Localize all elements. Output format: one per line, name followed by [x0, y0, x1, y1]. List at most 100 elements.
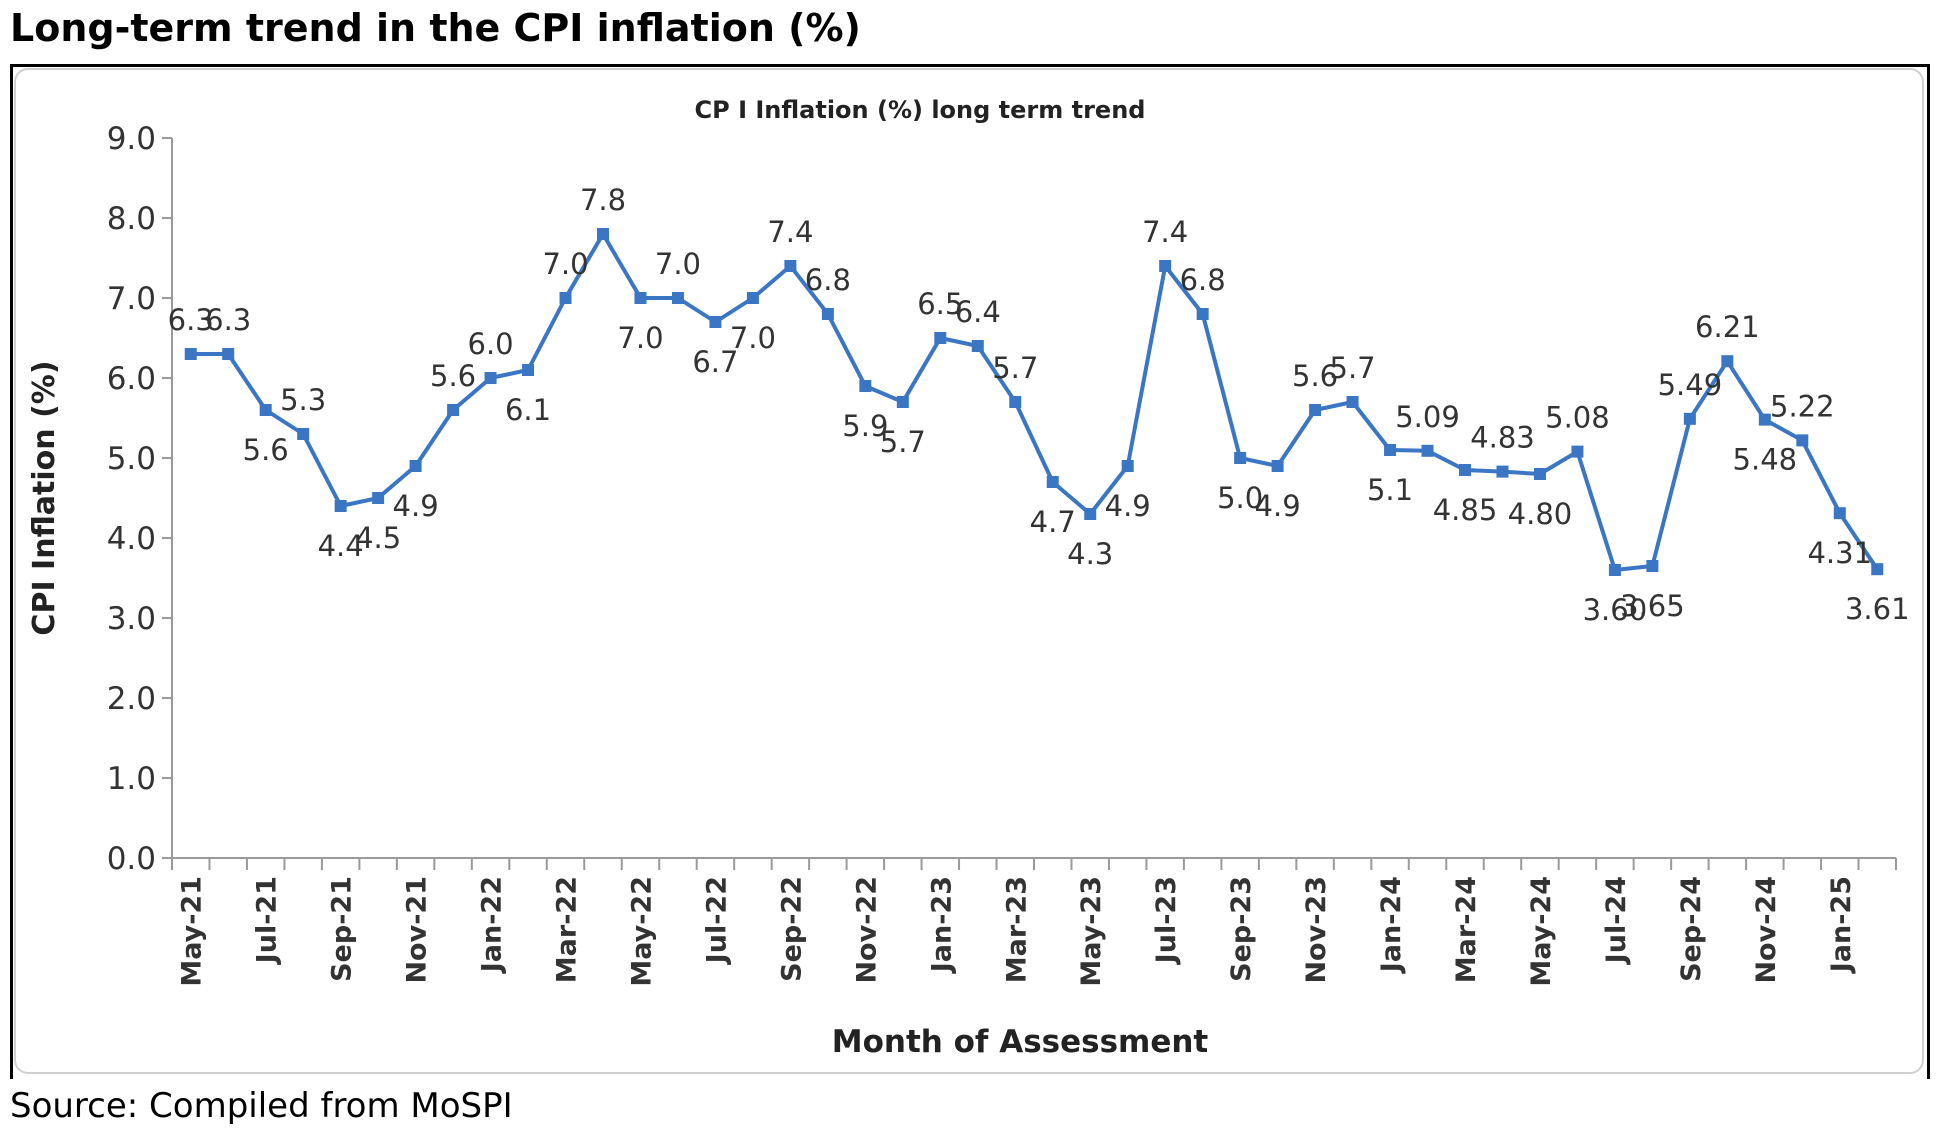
data-point-marker	[1721, 355, 1734, 368]
series-line	[190, 232, 1879, 572]
data-label: 5.3	[280, 383, 326, 417]
data-label: 4.5	[355, 521, 401, 555]
data-point-marker	[1533, 468, 1546, 480]
x-tick-label: Jan-22	[477, 876, 508, 974]
data-point-marker	[634, 292, 647, 304]
data-point-marker	[559, 292, 572, 304]
y-tick-label: 9.0	[107, 121, 156, 157]
data-point-marker	[821, 308, 834, 320]
y-tick-label: 5.0	[107, 441, 156, 477]
data-point-marker	[1871, 563, 1884, 576]
data-label: 5.48	[1733, 443, 1798, 477]
data-label: 5.1	[1367, 473, 1413, 507]
data-label: 4.3	[1067, 537, 1113, 571]
data-point-marker	[597, 228, 609, 240]
source-note: Source: Compiled from MoSPI	[10, 1086, 513, 1126]
data-point-marker	[1608, 564, 1621, 576]
data-label: 7.4	[767, 215, 813, 249]
data-label: 4.4	[318, 529, 364, 563]
data-point-marker	[896, 396, 909, 408]
data-point-marker	[1459, 464, 1471, 476]
data-label: 5.0	[1217, 481, 1263, 515]
data-label: 6.4	[955, 295, 1001, 329]
data-label: 7.0	[617, 321, 663, 355]
data-point-marker	[259, 404, 272, 416]
x-tick-label: Jul-21	[252, 876, 283, 965]
page-heading: Long-term trend in the CPI inflation (%)	[10, 6, 861, 50]
x-tick-label: Sep-23	[1226, 876, 1257, 982]
data-point-marker	[297, 428, 310, 440]
data-point-marker	[334, 500, 347, 512]
x-tick-label: May-21	[177, 876, 208, 987]
data-point-marker	[859, 380, 872, 392]
data-point-marker	[784, 260, 797, 272]
x-tick-label: Sep-24	[1676, 876, 1707, 982]
x-tick-label: May-22	[626, 876, 657, 987]
data-label: 5.9	[842, 409, 888, 443]
x-tick-label: Nov-21	[402, 876, 433, 984]
x-axis-title: Month of Assessment	[832, 1024, 1209, 1060]
frame-right-border	[1927, 64, 1930, 1079]
data-label: 5.7	[992, 351, 1038, 385]
data-label: 6.5	[917, 287, 963, 321]
data-label: 4.7	[1030, 505, 1076, 539]
data-point-marker	[1421, 444, 1434, 457]
data-point-marker	[934, 332, 947, 344]
data-point-marker	[222, 348, 235, 360]
data-label: 4.85	[1433, 493, 1498, 527]
data-label: 6.8	[805, 263, 851, 297]
data-label: 5.22	[1770, 389, 1835, 423]
data-point-marker	[447, 404, 460, 416]
data-label: 7.0	[542, 247, 588, 281]
data-label: 6.8	[1180, 263, 1226, 297]
data-label: 3.61	[1845, 592, 1910, 626]
data-label: 4.9	[393, 489, 439, 523]
data-label: 6.21	[1695, 310, 1760, 344]
data-label: 4.9	[1255, 489, 1301, 523]
y-tick-label: 3.0	[107, 601, 156, 637]
x-tick-label: Nov-23	[1301, 876, 1332, 984]
data-label: 4.83	[1470, 421, 1535, 455]
data-point-marker	[522, 364, 535, 376]
heading-rule	[10, 64, 1930, 67]
data-label: 5.6	[243, 433, 289, 467]
data-label: 5.7	[1330, 351, 1376, 385]
data-label: 5.49	[1658, 368, 1723, 402]
x-tick-label: Mar-24	[1451, 876, 1482, 983]
y-axis-title: CPI Inflation (%)	[27, 360, 62, 635]
data-point-marker	[1084, 508, 1097, 520]
data-point-marker	[409, 460, 422, 472]
y-tick-label: 6.0	[107, 361, 156, 397]
x-tick-label: Nov-24	[1751, 876, 1782, 984]
data-point-marker	[1571, 445, 1584, 458]
data-point-marker	[1234, 452, 1247, 464]
data-label: 7.8	[580, 183, 626, 217]
x-tick-label: Jan-23	[926, 876, 957, 974]
data-label: 5.09	[1395, 400, 1460, 434]
data-label: 6.0	[468, 327, 514, 361]
data-label: 6.1	[505, 393, 551, 427]
data-point-marker	[1796, 434, 1809, 447]
data-point-marker	[184, 348, 197, 360]
data-label: 7.0	[730, 321, 776, 355]
data-label: 5.7	[880, 425, 926, 459]
data-label: 7.4	[1142, 215, 1188, 249]
data-point-marker	[1046, 476, 1059, 488]
y-tick-label: 7.0	[107, 281, 156, 317]
data-label: 7.0	[655, 247, 701, 281]
data-label: 6.3	[205, 303, 251, 337]
x-tick-label: May-24	[1526, 876, 1557, 987]
data-label: 6.3	[168, 303, 214, 337]
data-point-marker	[484, 372, 497, 384]
data-label: 4.80	[1508, 497, 1573, 531]
chart-container	[14, 68, 1924, 1074]
data-label: 5.08	[1545, 401, 1610, 435]
y-tick-label: 1.0	[107, 761, 156, 797]
data-point-marker	[971, 340, 984, 352]
data-point-marker	[1646, 560, 1659, 572]
y-tick-label: 4.0	[107, 521, 156, 557]
y-tick-label: 8.0	[107, 201, 156, 237]
data-point-marker	[1496, 465, 1509, 478]
x-tick-label: Mar-22	[552, 876, 583, 983]
